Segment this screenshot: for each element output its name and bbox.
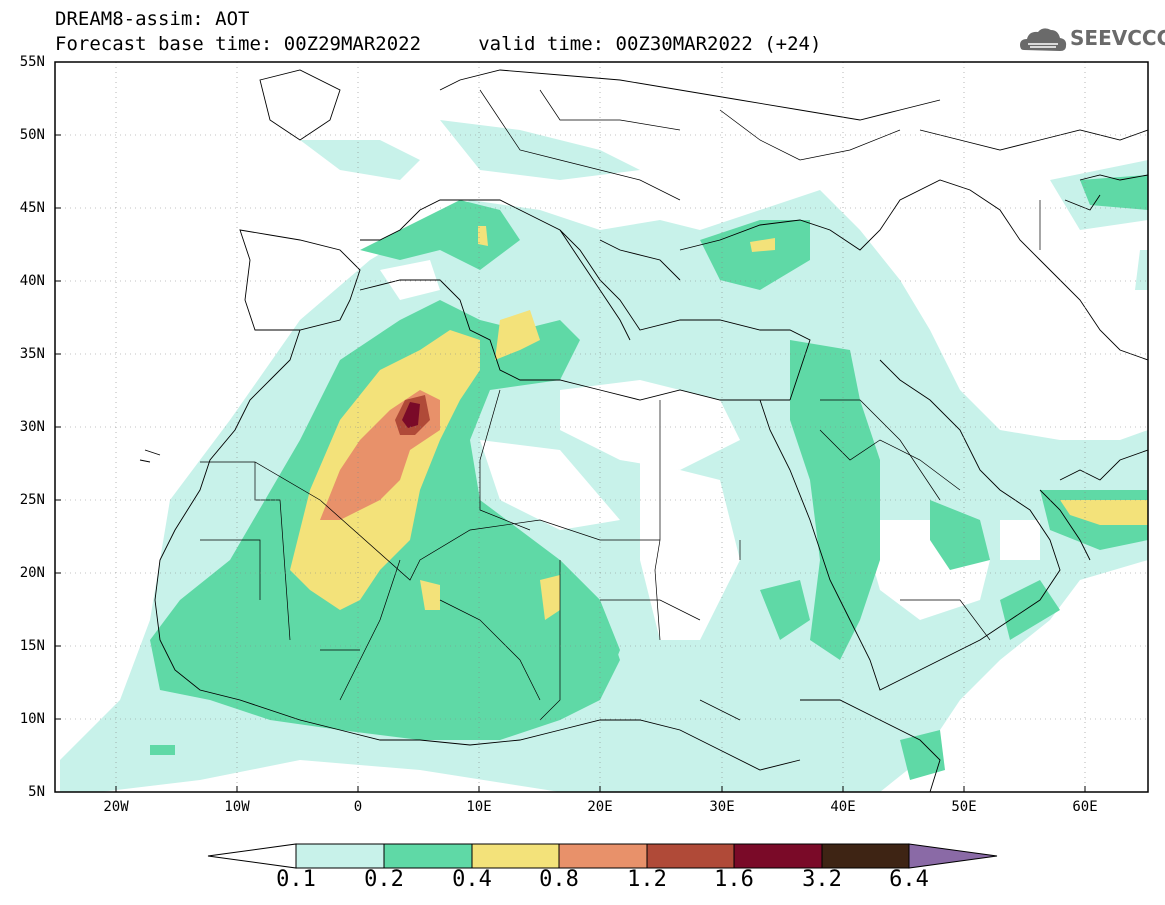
colorbar-label: 0.8 [539, 867, 579, 892]
axis-ticks [55, 61, 1086, 793]
colorbar-segment-1 [295, 843, 385, 869]
colorbar-segment-6 [733, 843, 823, 869]
lon-label: 0 [353, 799, 363, 815]
seevccc-cloud-logo-icon [1020, 28, 1067, 51]
colorbar-segment-7 [821, 843, 910, 869]
colorbar-label: 0.4 [452, 867, 492, 892]
lon-label: 50E [951, 799, 977, 815]
lat-label: 50N [19, 127, 45, 143]
logo-text: SEEVCCC [1070, 26, 1165, 50]
colorbar-segment-5 [646, 843, 735, 869]
colorbar-segment-2 [383, 843, 473, 869]
lat-label: 20N [19, 565, 45, 581]
colorbar-segment-4 [558, 843, 648, 869]
colorbar-label: 1.6 [714, 867, 754, 892]
grid-lines [55, 62, 1148, 792]
lon-label: 60E [1072, 799, 1098, 815]
country-borders [200, 89, 1041, 721]
aot-level-16-region [402, 402, 420, 428]
lon-label: 40E [830, 799, 856, 815]
colorbar-label: 0.1 [276, 867, 316, 892]
lat-label: 5N [28, 784, 45, 800]
colorbar-label: 1.2 [627, 867, 667, 892]
lat-label: 10N [19, 711, 45, 727]
colorbar-high-arrow [908, 843, 998, 869]
colorbar-low-arrow [207, 843, 297, 869]
colorbar-label: 0.2 [364, 867, 404, 892]
lon-label: 30E [709, 799, 735, 815]
colorbar-label: 3.2 [802, 867, 842, 892]
colorbar-label: 6.4 [889, 867, 929, 892]
lon-label: 20W [103, 799, 129, 815]
lat-label: 35N [19, 346, 45, 362]
lat-label: 25N [19, 492, 45, 508]
title-line-1: DREAM8-assim: AOT [55, 8, 250, 30]
lat-label: 40N [19, 273, 45, 289]
lon-label: 20E [587, 799, 613, 815]
lon-label: 10W [224, 799, 250, 815]
title-line-2: Forecast base time: 00Z29MAR2022 valid t… [55, 33, 822, 55]
coastlines [139, 69, 1148, 792]
lat-label: 15N [19, 638, 45, 654]
colorbar-segment-3 [471, 843, 560, 869]
lon-label: 10E [466, 799, 492, 815]
colorbar [207, 843, 998, 869]
lat-label: 45N [19, 200, 45, 216]
lat-label: 55N [19, 54, 45, 70]
lat-label: 30N [19, 419, 45, 435]
